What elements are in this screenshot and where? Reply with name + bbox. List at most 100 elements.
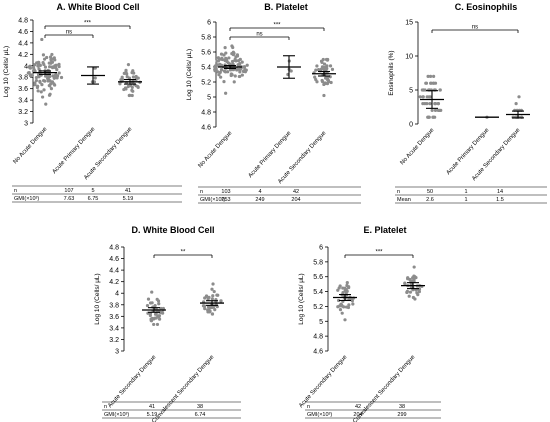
panel-c-table-cell: 1 <box>464 197 467 203</box>
panel-a-data-point <box>44 102 48 106</box>
panel-b-data-point <box>222 80 226 84</box>
panel-a-data-point <box>50 80 55 84</box>
panel-e-y-tick-label: 6 <box>319 245 323 252</box>
panel-b-data-point <box>325 66 329 71</box>
panel-d-significance-label: ** <box>181 250 186 256</box>
panel-a-data-point <box>35 61 39 65</box>
panel-e-data-point <box>347 297 351 301</box>
panel-d-data-point <box>146 297 151 301</box>
panel-e-category-label: Acute Secondary Dengue <box>298 354 349 409</box>
panel-e-data-point <box>403 282 407 286</box>
panel-d-data-point <box>219 299 223 303</box>
panel-e-y-tick-label: 5.4 <box>313 289 323 296</box>
panel-b-data-point <box>322 93 326 98</box>
panel-a-significance-label: *** <box>84 21 92 27</box>
panel-c-data-point <box>438 88 442 92</box>
panel-e-table-row1-label: n <box>307 404 310 410</box>
panel-a-data-point <box>49 61 53 65</box>
panel-a-data-point <box>125 72 129 76</box>
panel-b-y-tick-label: 4.8 <box>201 110 211 117</box>
panel-c-y-tick-label: 5 <box>409 88 413 95</box>
panel-d-data-point <box>211 282 215 286</box>
panel-c-data-point <box>428 102 432 106</box>
panel-a-y-tick-label: 3.6 <box>18 86 28 93</box>
panel-a-data-point <box>48 65 52 69</box>
panel-d-data-point <box>153 312 158 316</box>
panel-e-data-point <box>347 303 351 307</box>
panel-a-data-point <box>130 93 134 98</box>
panel-a-data-point <box>92 80 97 84</box>
panel-b-data-point <box>314 77 318 82</box>
panel-e-data-point <box>347 285 351 289</box>
panel-a-data-point <box>50 65 54 69</box>
panel-a-table-cell: 107 <box>64 188 73 194</box>
panel-d-table-cell: 5.19 <box>147 412 158 418</box>
panel-a-data-point <box>120 77 125 82</box>
panel-b-data-point <box>228 68 233 72</box>
panel-e-y-tick-label: 5.6 <box>313 274 323 281</box>
panel-a-data-point <box>131 75 136 79</box>
panel-b-data-point <box>219 52 224 56</box>
panel-a-data-point <box>54 73 58 77</box>
panel-a-data-point <box>43 65 48 69</box>
panel-d-y-tick-label: 4.6 <box>109 256 119 263</box>
panel-e-data-point <box>345 289 349 293</box>
panel-d-y-tick-label: 3.6 <box>109 314 119 321</box>
panel-b-data-point <box>214 67 218 71</box>
panel-b-data-point <box>236 59 241 63</box>
panel-a-data-point <box>128 93 132 97</box>
panel-c-table-cell: 2.6 <box>426 197 434 203</box>
panel-d-y-tick-label: 3.8 <box>109 302 119 309</box>
panel-e-data-point <box>342 305 346 309</box>
panel-b-data-point <box>218 70 222 74</box>
panel-b-data-point <box>320 60 324 64</box>
panel-a-data-point <box>130 71 134 75</box>
panel-a-y-tick-label: 3.8 <box>18 75 28 82</box>
panel-a-data-point <box>123 86 128 90</box>
panel-d-table-row2-label: GMI(×10³) <box>104 412 129 418</box>
panel-e-data-point <box>336 298 341 303</box>
panel-a-data-point <box>28 64 32 68</box>
panel-b-y-tick-label: 5 <box>207 95 211 102</box>
panel-a-data-point <box>37 75 41 79</box>
panel-b-data-point <box>243 67 247 72</box>
panel-a-data-point <box>42 78 46 83</box>
panel-b-data-point <box>226 61 230 65</box>
panel-e-data-point <box>350 299 354 303</box>
panel-b-data-point <box>245 63 249 67</box>
panel-b-y-tick-label: 5.8 <box>201 35 211 42</box>
panel-a-data-point <box>53 65 58 70</box>
panel-d-data-point <box>159 311 164 315</box>
panel-e-data-point <box>339 303 344 307</box>
panel-a-data-point <box>57 71 61 75</box>
panel-b-data-point <box>229 72 233 76</box>
panel-b-category-label: No Acute Dengue <box>198 130 234 169</box>
panel-a-data-point <box>126 84 130 89</box>
panel-a-data-point <box>34 78 39 83</box>
panel-d-data-point <box>145 304 150 308</box>
panel-a-y-tick-label: 3.2 <box>18 109 28 116</box>
panel-b-y-tick-label: 4.6 <box>201 125 211 132</box>
panel-e-table-cell: 299 <box>397 412 406 418</box>
panel-d-data-point <box>210 287 214 291</box>
panel-a-data-point <box>33 63 37 67</box>
panel-a-significance-label: ns <box>66 30 72 36</box>
panel-b-data-point <box>227 56 231 60</box>
panel-c-table-row2-label: Mean <box>397 197 411 203</box>
panel-e-data-point <box>340 311 344 315</box>
panel-b-table-cell: 42 <box>293 189 299 195</box>
panel-d-y-tick-label: 4 <box>115 291 119 298</box>
panel-b-y-tick-label: 5.4 <box>201 65 211 72</box>
panel-a-data-point <box>49 57 53 62</box>
panel-e-data-point <box>345 281 349 285</box>
panel-b-table-cell: 204 <box>291 197 300 203</box>
panel-c-data-point <box>436 102 441 106</box>
panel-e-data-point <box>408 290 413 294</box>
panel-c-y-tick-label: 10 <box>405 54 413 61</box>
panel-c-data-point <box>426 74 430 78</box>
panel-d-category-label: Convalescent Secondary Dengue <box>151 354 216 422</box>
panel-b-data-point <box>238 70 242 74</box>
panel-b-data-point <box>234 55 238 59</box>
panel-b-data-point <box>226 70 230 74</box>
panel-a-data-point <box>134 74 138 79</box>
